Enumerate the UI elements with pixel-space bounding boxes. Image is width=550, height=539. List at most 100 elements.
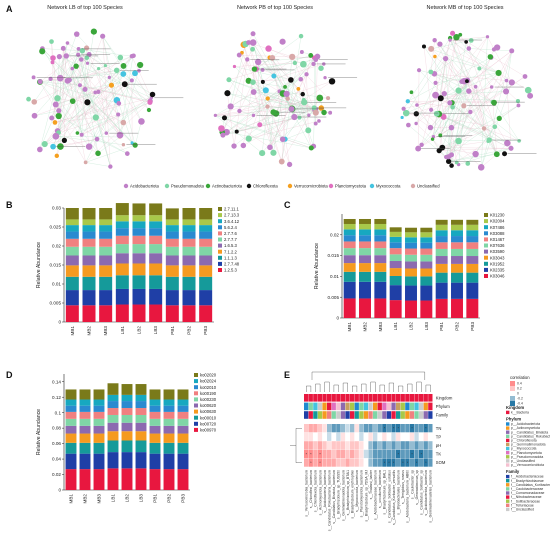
heatmap-cell xyxy=(409,441,415,450)
significance-mark: * xyxy=(398,427,400,431)
legend-swatch xyxy=(328,183,334,189)
network-node xyxy=(316,94,324,102)
bar-segment xyxy=(149,253,163,264)
annotation-cell xyxy=(354,411,359,419)
annotation-cell xyxy=(304,402,309,411)
significance-mark: * xyxy=(416,461,418,465)
annotation-cell xyxy=(368,402,373,411)
x-tick-label: MB1 xyxy=(347,322,352,332)
annotation-cell xyxy=(405,411,410,419)
network-node xyxy=(448,124,455,131)
network-node xyxy=(508,145,514,151)
network-node xyxy=(291,113,298,121)
bar-segment xyxy=(389,268,402,276)
network-node xyxy=(108,164,113,169)
annotation-cell xyxy=(363,402,369,411)
network-node xyxy=(409,90,414,95)
bar-segment xyxy=(121,422,133,432)
annotation-cell xyxy=(409,394,415,402)
bar-segment xyxy=(163,453,175,470)
bar-segment xyxy=(165,290,179,306)
network-node xyxy=(326,96,331,101)
network-node xyxy=(124,151,130,156)
network-node xyxy=(299,50,304,55)
bar-segment xyxy=(99,231,113,239)
significance-mark: * xyxy=(319,452,321,456)
bar-segment xyxy=(99,305,113,322)
bar-segment xyxy=(389,275,402,286)
legend-label: ko00230 xyxy=(200,397,217,402)
bar-segment xyxy=(99,219,113,226)
network-node xyxy=(120,71,127,77)
bar-segment xyxy=(182,225,196,232)
significance-mark: * xyxy=(402,461,404,465)
network-node xyxy=(116,131,124,139)
heatmap-cell xyxy=(336,432,341,441)
heatmap-cell xyxy=(373,458,378,467)
heatmap-cell xyxy=(359,458,364,467)
legend-swatch xyxy=(484,249,488,254)
annotation-cell xyxy=(391,394,396,402)
heatmap-cell xyxy=(350,424,355,433)
annotation-cell xyxy=(414,402,419,411)
legend-swatch xyxy=(194,409,198,414)
bar-segment xyxy=(435,230,448,237)
network-node xyxy=(269,54,276,61)
bar-segment xyxy=(182,208,196,220)
heatmap-cell xyxy=(386,424,392,433)
network-node xyxy=(250,46,255,52)
network-node xyxy=(313,121,318,126)
legend-label: Pseudomonadota xyxy=(171,184,204,189)
legend-swatch xyxy=(205,183,211,189)
x-tick-label: LB1 xyxy=(393,322,398,331)
network-node xyxy=(265,45,272,52)
bar-segment xyxy=(115,275,129,289)
bar-segment xyxy=(451,256,463,264)
bar-segment xyxy=(82,255,96,266)
legend-swatch xyxy=(484,243,488,248)
bar-segment xyxy=(149,235,163,245)
colorbar-tick: 0.2 xyxy=(517,387,522,391)
bar-segment xyxy=(79,433,91,443)
network-edges xyxy=(402,33,529,168)
bar-segment xyxy=(389,261,402,269)
legend-label: p__Gemmatimonadota xyxy=(511,443,546,447)
annotation-cell xyxy=(322,402,327,411)
bar-segment xyxy=(149,304,163,322)
heatmap-cell xyxy=(382,449,387,459)
legend-swatch xyxy=(506,495,510,499)
bar-segment xyxy=(374,248,387,256)
legend-swatch xyxy=(484,219,488,224)
legend-label: K01230 xyxy=(490,213,505,218)
bar-segment xyxy=(165,238,179,247)
bar-segment xyxy=(65,411,77,419)
annotation-cell xyxy=(308,411,313,419)
bar-segment xyxy=(199,305,213,322)
y-tick-label: 0.02 xyxy=(330,232,339,237)
colorbar-tick: 0 xyxy=(517,392,519,396)
network-node xyxy=(448,38,452,42)
annotation-cell xyxy=(414,394,419,402)
x-tick-label: LB1 xyxy=(111,494,116,503)
x-tick-label: MB2 xyxy=(83,494,88,504)
network-node xyxy=(300,91,305,97)
significance-mark: * xyxy=(425,427,427,431)
bar-segment xyxy=(359,235,371,242)
heatmap-cell xyxy=(391,441,396,450)
network-node xyxy=(132,142,138,148)
network-node xyxy=(465,79,469,84)
network-node xyxy=(493,151,500,158)
network-node xyxy=(491,99,497,106)
network-node xyxy=(100,33,106,39)
bar-segment xyxy=(82,290,96,306)
bar-segment xyxy=(93,425,105,434)
bar-segment xyxy=(99,246,113,256)
legend-label: K03088 xyxy=(490,231,505,236)
legend-label: ko00970 xyxy=(200,428,217,433)
bar-segment xyxy=(165,305,179,322)
network-node xyxy=(37,79,43,85)
heatmap-row-label: TP xyxy=(436,434,442,439)
heatmap-cell xyxy=(396,441,401,450)
network-node xyxy=(26,96,31,102)
bar-segment xyxy=(135,401,147,409)
